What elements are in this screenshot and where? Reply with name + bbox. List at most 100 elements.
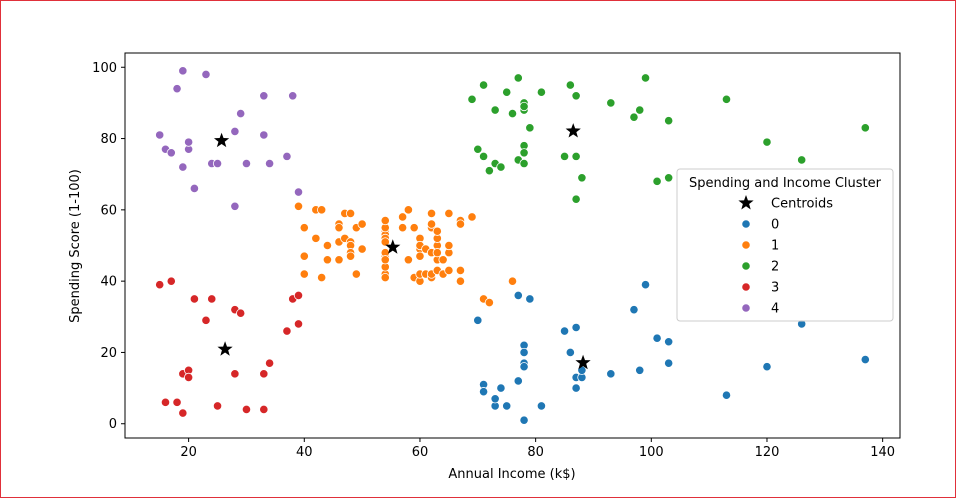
data-point-cluster-2	[525, 123, 535, 133]
data-point-cluster-0	[502, 401, 512, 411]
legend-label-2: 2	[771, 260, 779, 275]
data-point-cluster-1	[293, 201, 304, 211]
data-point-cluster-2	[571, 194, 581, 204]
data-point-cluster-2	[467, 94, 477, 104]
data-point-cluster-2	[490, 105, 500, 115]
data-point-cluster-1	[380, 215, 390, 226]
data-point-cluster-0	[860, 354, 870, 365]
legend-label-0: 0	[771, 218, 779, 233]
data-point-cluster-1	[380, 237, 390, 247]
data-point-cluster-0	[525, 294, 535, 304]
centroid-star	[385, 239, 401, 254]
legend-box	[676, 168, 894, 322]
data-point-cluster-1	[432, 226, 442, 236]
data-point-cluster-1	[345, 208, 356, 219]
data-point-cluster-1	[467, 212, 477, 222]
data-point-cluster-4	[172, 84, 182, 94]
data-point-cluster-0	[571, 322, 581, 333]
y-tick-label: 80	[100, 132, 117, 147]
data-point-cluster-3	[259, 404, 269, 415]
data-point-cluster-2	[664, 173, 674, 183]
data-point-cluster-4	[259, 130, 269, 140]
legend: Spending and Income Cluster Centroids 0 1 2…	[676, 168, 894, 322]
data-point-cluster-1	[409, 223, 419, 233]
y-tick-label: 100	[92, 61, 117, 76]
data-point-cluster-4	[230, 201, 240, 211]
data-point-cluster-4	[236, 109, 246, 119]
data-point-cluster-2	[797, 155, 807, 165]
data-point-cluster-3	[230, 369, 240, 379]
legend-label-4: 4	[771, 302, 779, 317]
data-point-cluster-2	[473, 144, 483, 154]
data-point-cluster-1	[455, 276, 466, 286]
legend-marker-1	[741, 240, 751, 250]
data-point-cluster-3	[293, 319, 304, 329]
data-point-cluster-3	[236, 308, 246, 318]
data-point-cluster-3	[241, 404, 252, 415]
data-point-cluster-4	[201, 69, 211, 79]
legend-marker-0	[741, 219, 751, 229]
data-point-cluster-1	[317, 205, 327, 215]
data-point-cluster-2	[721, 94, 732, 104]
x-tick-label: 100	[639, 445, 664, 460]
data-point-cluster-1	[357, 244, 367, 254]
data-point-cluster-2	[519, 148, 529, 158]
data-point-cluster-2	[536, 87, 547, 97]
data-point-cluster-1	[299, 269, 309, 279]
data-point-cluster-1	[322, 255, 333, 265]
data-point-cluster-3	[282, 326, 292, 336]
data-point-cluster-3	[155, 280, 165, 290]
data-point-cluster-2	[629, 112, 639, 122]
data-point-cluster-0	[478, 387, 489, 397]
data-point-cluster-3	[172, 397, 182, 407]
data-point-cluster-0	[473, 315, 483, 325]
data-point-cluster-2	[606, 98, 616, 108]
data-point-cluster-3	[264, 358, 275, 368]
data-point-cluster-1	[415, 251, 425, 261]
data-point-cluster-4	[184, 137, 194, 147]
data-point-cluster-4	[212, 158, 223, 169]
x-tick-label: 40	[296, 445, 313, 460]
data-point-cluster-1	[444, 208, 454, 219]
data-point-cluster-1	[426, 208, 437, 219]
data-point-cluster-2	[519, 101, 529, 112]
legend-marker-2	[741, 261, 751, 271]
data-point-cluster-3	[212, 401, 223, 411]
data-point-cluster-1	[403, 255, 413, 265]
data-point-cluster-2	[652, 176, 662, 186]
legend-centroid-marker	[738, 195, 754, 210]
data-point-cluster-0	[664, 337, 674, 347]
data-point-cluster-3	[166, 276, 176, 286]
data-point-cluster-0	[519, 362, 529, 372]
data-point-cluster-4	[241, 158, 252, 169]
y-tick-label: 20	[100, 346, 117, 361]
data-point-cluster-0	[490, 394, 500, 404]
data-point-cluster-3	[293, 290, 304, 301]
data-point-cluster-0	[640, 280, 651, 290]
data-point-cluster-3	[201, 315, 211, 325]
data-point-cluster-0	[519, 415, 529, 425]
data-point-cluster-0	[536, 401, 547, 411]
data-point-cluster-1	[345, 251, 356, 261]
data-point-cluster-1	[398, 212, 408, 222]
data-point-cluster-1	[432, 248, 442, 258]
data-point-cluster-1	[444, 265, 454, 276]
y-tick-label: 40	[100, 275, 117, 290]
legend-title: Spending and Income Cluster	[689, 176, 882, 191]
data-point-cluster-4	[178, 66, 188, 76]
x-axis-ticks: 20 40 60 80 100 120 140	[180, 438, 895, 460]
legend-marker-4	[741, 303, 751, 313]
data-point-cluster-2	[478, 151, 489, 161]
data-point-cluster-0	[629, 305, 639, 315]
data-point-cluster-0	[519, 347, 529, 358]
centroid-star	[565, 123, 581, 138]
data-point-cluster-4	[282, 151, 292, 161]
data-point-cluster-4	[264, 158, 275, 169]
data-point-cluster-2	[762, 137, 772, 147]
data-point-cluster-3	[178, 408, 188, 418]
data-point-cluster-2	[571, 151, 581, 161]
y-tick-label: 60	[100, 203, 117, 218]
x-tick-label: 20	[180, 445, 197, 460]
centroid-star	[575, 354, 591, 370]
